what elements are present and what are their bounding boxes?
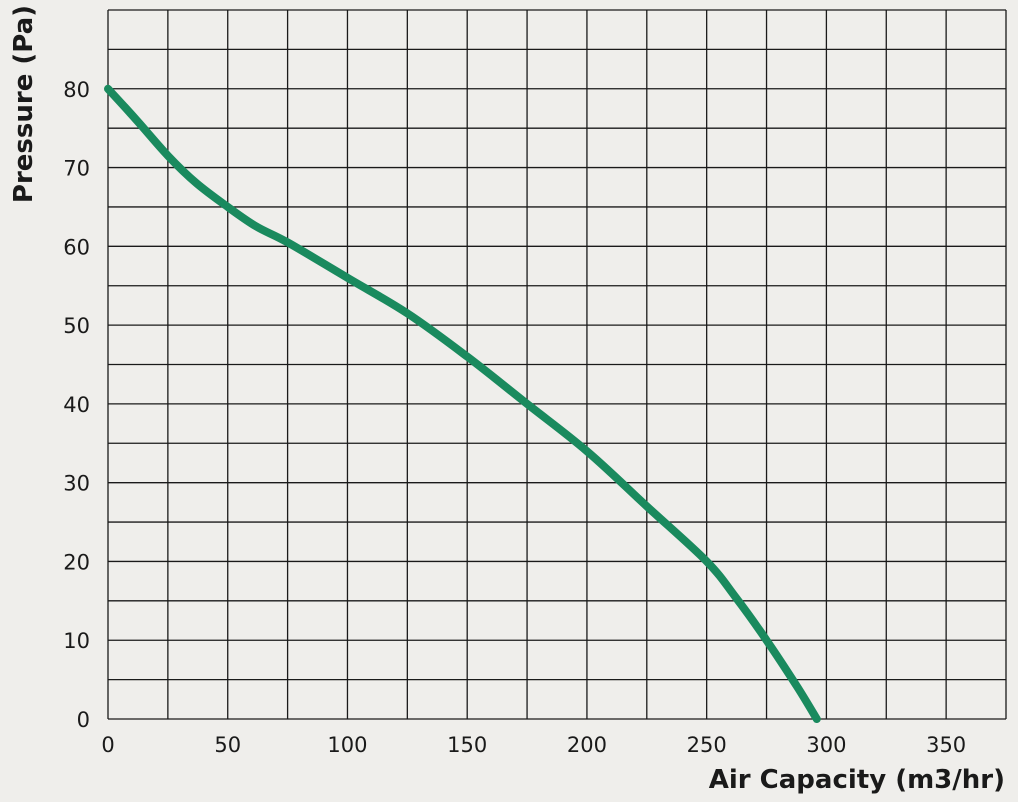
x-axis-title: Air Capacity (m3/hr) (709, 765, 1005, 795)
x-tick-label: 250 (687, 733, 727, 757)
x-tick-label: 150 (447, 733, 487, 757)
x-tick-label: 200 (567, 733, 607, 757)
y-axis-ticks: 0 10 20 30 40 50 60 70 80 (63, 78, 90, 732)
y-tick-label: 70 (63, 157, 90, 181)
y-tick-label: 0 (77, 708, 90, 732)
x-tick-label: 0 (101, 733, 114, 757)
x-tick-label: 300 (806, 733, 846, 757)
x-tick-label: 350 (926, 733, 966, 757)
y-tick-label: 20 (63, 550, 90, 574)
x-axis-ticks: 0 50 100 150 200 250 300 350 (101, 733, 966, 757)
x-tick-label: 100 (327, 733, 367, 757)
y-tick-label: 50 (63, 314, 90, 338)
y-tick-label: 60 (63, 235, 90, 259)
y-tick-label: 80 (63, 78, 90, 102)
y-axis-title: Pressure (Pa) (9, 5, 39, 203)
x-tick-label: 50 (214, 733, 241, 757)
y-tick-label: 10 (63, 629, 90, 653)
y-tick-label: 30 (63, 472, 90, 496)
grid (107, 9, 1007, 720)
y-tick-label: 40 (63, 393, 90, 417)
performance-curve-line (104, 84, 821, 723)
